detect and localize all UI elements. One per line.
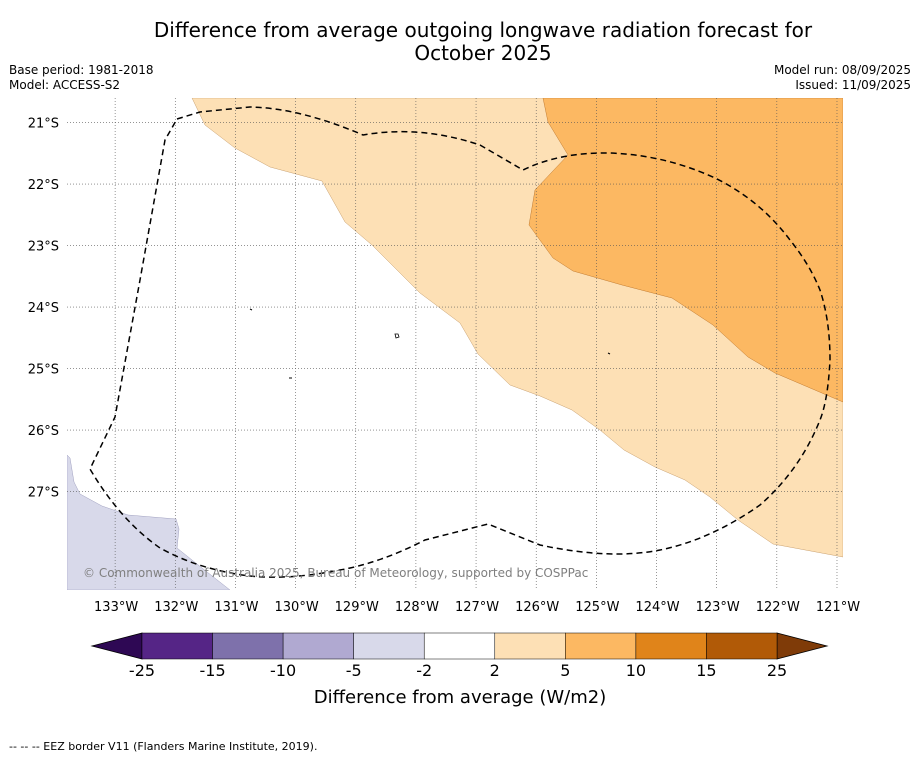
- latitude-tick-label: 21°S: [28, 117, 59, 132]
- model-name: Model: ACCESS-S2: [9, 78, 121, 92]
- latitude-tick-label: 25°S: [28, 363, 59, 378]
- colorbar-tick-label: -15: [199, 661, 225, 680]
- colorbar-tick-labels: -25 -15 -10 -5 -2 2 5 10 15 25: [129, 661, 787, 680]
- anomaly-region-5-to-10: [528, 98, 843, 403]
- colorbar-tick-label: 15: [696, 661, 716, 680]
- colorbar-segment: [565, 632, 637, 660]
- colorbar-segment: [212, 632, 284, 660]
- colorbar-segment: [423, 632, 496, 660]
- longitude-tick-label: 123°W: [696, 600, 740, 615]
- colorbar-segment: [494, 632, 566, 660]
- longitude-tick-label: 125°W: [575, 600, 619, 615]
- map-plot-area: © Commonwealth of Australia 2025, Bureau…: [67, 98, 843, 590]
- map-title: Difference from average outgoing longwav…: [0, 19, 919, 65]
- longitude-tick-label: 128°W: [395, 600, 439, 615]
- colorbar-segments: [141, 632, 778, 660]
- colorbar-segment: [353, 632, 425, 660]
- latitude-tick-labels: 21°S 22°S 23°S 24°S 25°S 26°S 27°S: [28, 117, 59, 501]
- colorbar-segment: [635, 632, 707, 660]
- anomaly-region-minus-5-to-minus-2: [67, 454, 231, 590]
- latitude-tick-label: 22°S: [28, 178, 59, 193]
- model-run: Model run: 08/09/2025: [773, 63, 911, 77]
- colorbar-tick-label: -5: [346, 661, 362, 680]
- longitude-tick-label: 127°W: [455, 600, 499, 615]
- colorbar-tick-label: 10: [626, 661, 646, 680]
- longitude-tick-label: 129°W: [335, 600, 379, 615]
- colorbar-tick-label: 5: [560, 661, 570, 680]
- colorbar-segment: [706, 632, 778, 660]
- longitude-tick-label: 126°W: [515, 600, 559, 615]
- colorbar-extend-max: [776, 632, 829, 660]
- issued-date: Issued: 11/09/2025: [795, 78, 911, 92]
- latitude-tick-label: 23°S: [28, 240, 59, 255]
- longitude-tick-label: 122°W: [756, 600, 800, 615]
- longitude-tick-label: 130°W: [275, 600, 319, 615]
- longitude-tick-label: 132°W: [154, 600, 198, 615]
- map-gridlines: [67, 98, 843, 590]
- longitude-tick-labels: 133°W 132°W 131°W 130°W 129°W 128°W 127°W 126°W…: [94, 600, 860, 615]
- colorbar: -25 -15 -10 -5 -2 2 5 10 15 25 Difference from av…: [90, 632, 829, 708]
- base-period: Base period: 1981-2018: [9, 63, 154, 77]
- colorbar-tick-label: 2: [490, 661, 500, 680]
- meta-right: Model run: 08/09/2025 Issued: 11/09/2025: [774, 63, 911, 93]
- longitude-tick-label: 121°W: [816, 600, 860, 615]
- island-markers: [249, 308, 611, 379]
- colorbar-segment: [282, 632, 354, 660]
- latitude-tick-label: 27°S: [28, 486, 59, 501]
- title-line-1: Difference from average outgoing longwav…: [153, 18, 813, 42]
- title-line-2: October 2025: [414, 41, 552, 65]
- longitude-tick-label: 131°W: [214, 600, 258, 615]
- copyright-notice: © Commonwealth of Australia 2025, Bureau…: [83, 566, 588, 580]
- colorbar-segment: [141, 632, 213, 660]
- colorbar-tick-label: -10: [270, 661, 296, 680]
- colorbar-tick-label: -25: [129, 661, 155, 680]
- latitude-tick-label: 26°S: [28, 424, 59, 439]
- eez-footnote: -- -- -- EEZ border V11 (Flanders Marine…: [9, 740, 318, 753]
- meta-left: Base period: 1981-2018 Model: ACCESS-S2: [9, 63, 154, 93]
- colorbar-extend-min: [90, 632, 143, 660]
- longitude-tick-label: 124°W: [635, 600, 679, 615]
- colorbar-title: Difference from average (W/m2): [314, 687, 606, 708]
- latitude-tick-label: 24°S: [28, 301, 59, 316]
- colorbar-tick-label: 25: [767, 661, 787, 680]
- colorbar-tick-label: -2: [416, 661, 432, 680]
- longitude-tick-label: 133°W: [94, 600, 138, 615]
